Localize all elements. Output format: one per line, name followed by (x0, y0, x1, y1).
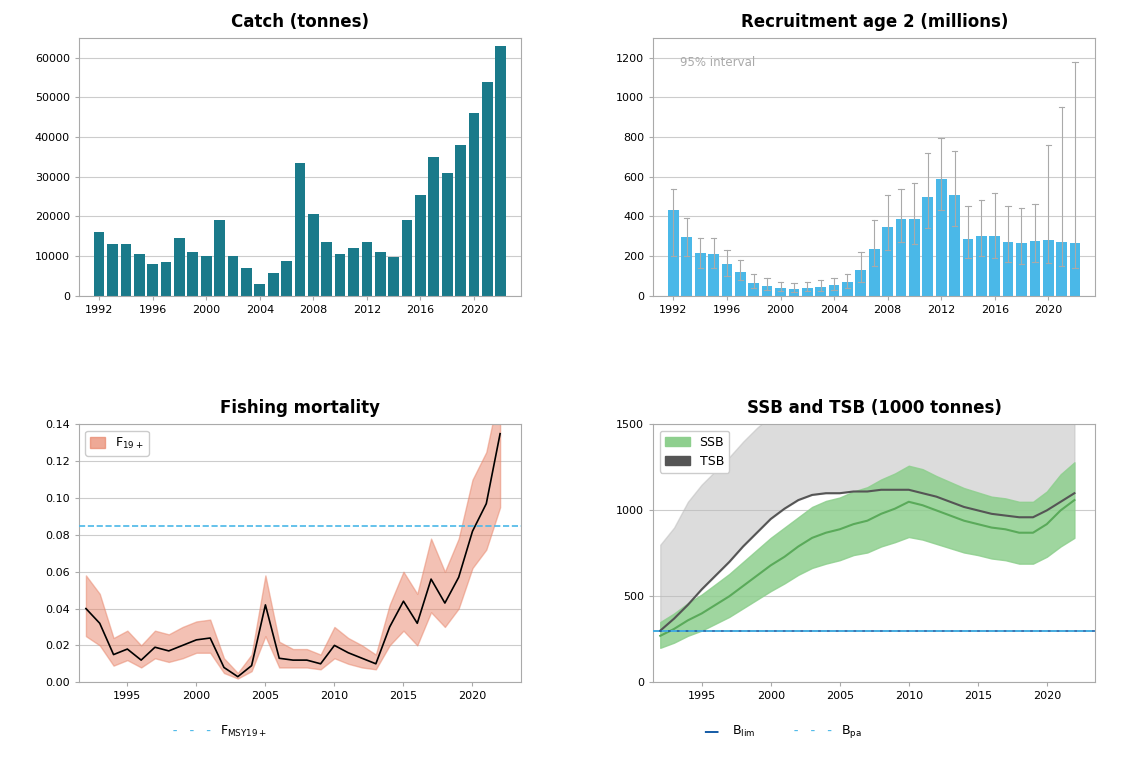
Bar (415, 195, 426, 296)
Bar (1016, 243, 1027, 296)
Title: Fishing mortality: Fishing mortality (220, 399, 380, 418)
Bar (187, 252, 199, 296)
Bar (375, 252, 386, 296)
Bar (989, 236, 1000, 296)
Bar (842, 282, 852, 296)
Bar (134, 254, 145, 296)
Bar (975, 236, 987, 296)
Bar (268, 273, 279, 296)
Bar (1057, 242, 1067, 296)
Bar (829, 285, 840, 296)
Text: - - -: - - - (170, 725, 213, 738)
Bar (402, 221, 412, 296)
Bar (963, 239, 973, 296)
Bar (496, 45, 506, 296)
Bar (694, 253, 706, 296)
Title: Catch (tonnes): Catch (tonnes) (231, 13, 369, 31)
Bar (936, 179, 946, 296)
Bar (228, 256, 238, 296)
Bar (441, 173, 453, 296)
Bar (788, 289, 799, 296)
Bar (895, 219, 907, 296)
Bar (469, 113, 480, 296)
Bar (721, 264, 733, 296)
Bar (215, 221, 225, 296)
Bar (428, 157, 439, 296)
Bar (856, 270, 866, 296)
Bar (682, 237, 692, 296)
Text: B$_{\mathregular{lim}}$: B$_{\mathregular{lim}}$ (732, 724, 755, 739)
Legend: F$_{19+}$: F$_{19+}$ (86, 431, 149, 456)
Bar (735, 272, 746, 296)
Bar (1030, 241, 1040, 296)
Bar (308, 215, 318, 296)
Bar (147, 264, 158, 296)
Bar (295, 163, 305, 296)
Bar (455, 145, 466, 296)
Bar (361, 242, 373, 296)
Bar (240, 268, 252, 296)
Text: —: — (703, 724, 719, 739)
Bar (174, 238, 185, 296)
Bar (762, 286, 772, 296)
Bar (160, 262, 172, 296)
Bar (388, 257, 399, 296)
Bar (322, 242, 332, 296)
Title: Recruitment age 2 (millions): Recruitment age 2 (millions) (741, 13, 1008, 31)
Bar (1043, 240, 1053, 296)
Legend: SSB, TSB: SSB, TSB (659, 431, 729, 473)
Bar (802, 288, 813, 296)
Text: F$_{\mathregular{MSY19+}}$: F$_{\mathregular{MSY19+}}$ (220, 724, 268, 739)
Bar (708, 254, 719, 296)
Bar (776, 288, 786, 296)
Bar (107, 244, 117, 296)
Bar (1003, 242, 1014, 296)
Bar (254, 283, 265, 296)
Bar (922, 198, 934, 296)
Bar (949, 195, 960, 296)
Bar (882, 227, 893, 296)
Title: SSB and TSB (1000 tonnes): SSB and TSB (1000 tonnes) (746, 399, 1001, 418)
Text: 95% interval: 95% interval (680, 56, 755, 69)
Bar (869, 249, 879, 296)
Bar (121, 244, 131, 296)
Text: - - -: - - - (791, 725, 834, 738)
Bar (815, 287, 826, 296)
Bar (334, 254, 345, 296)
Bar (201, 256, 211, 296)
Bar (1069, 243, 1080, 296)
Bar (482, 82, 492, 296)
Bar (749, 283, 759, 296)
Bar (348, 248, 359, 296)
Bar (909, 219, 920, 296)
Bar (281, 261, 292, 296)
Text: B$_{\mathregular{pa}}$: B$_{\mathregular{pa}}$ (841, 723, 861, 740)
Bar (94, 232, 105, 296)
Bar (668, 211, 679, 296)
